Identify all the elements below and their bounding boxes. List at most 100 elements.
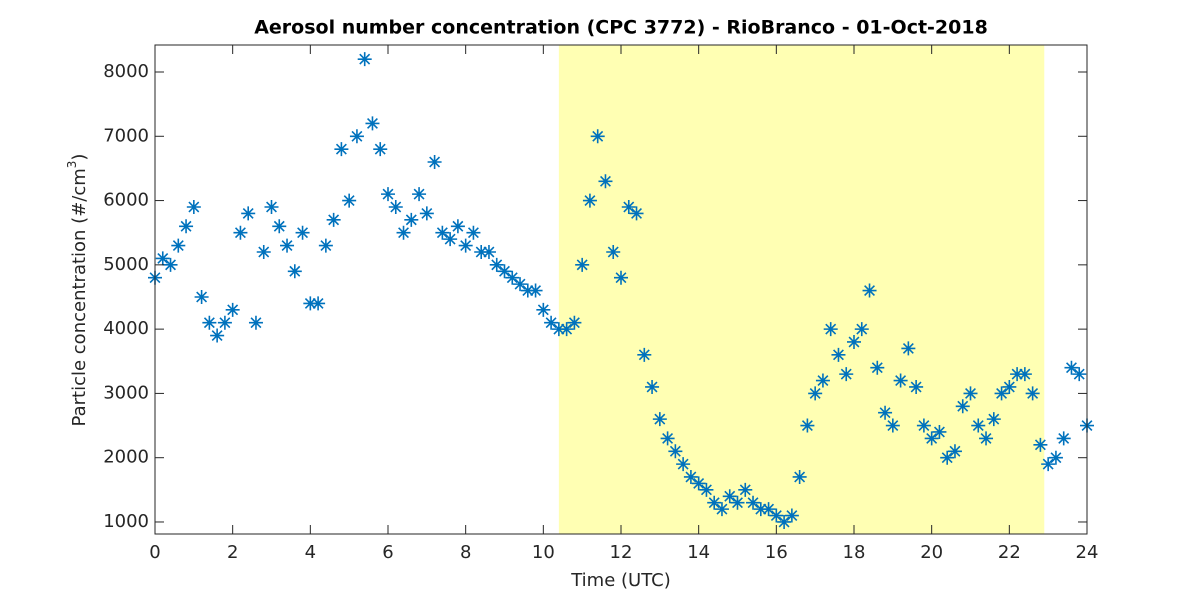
marker <box>839 367 854 382</box>
marker <box>179 219 194 234</box>
marker <box>551 322 566 337</box>
x-tick-label: 14 <box>687 542 710 563</box>
y-tick-label: 3000 <box>103 382 149 403</box>
marker <box>854 322 869 337</box>
marker <box>831 347 846 362</box>
marker <box>497 264 512 279</box>
x-tick-label: 24 <box>1076 542 1099 563</box>
marker <box>932 424 947 439</box>
marker <box>544 315 559 330</box>
marker <box>303 296 318 311</box>
marker <box>155 251 170 266</box>
x-tick-label: 12 <box>610 542 633 563</box>
marker <box>217 315 232 330</box>
marker <box>186 199 201 214</box>
marker <box>730 495 745 510</box>
marker <box>575 257 590 272</box>
marker <box>287 264 302 279</box>
marker <box>885 418 900 433</box>
marker <box>381 187 395 202</box>
marker <box>349 129 364 144</box>
marker <box>916 418 931 433</box>
marker <box>753 502 768 517</box>
marker <box>691 476 706 491</box>
marker <box>202 315 217 330</box>
marker <box>870 360 885 375</box>
marker <box>412 187 427 202</box>
marker <box>489 257 504 272</box>
marker <box>893 373 908 388</box>
marker <box>847 334 861 349</box>
marker <box>963 386 978 401</box>
marker <box>947 444 962 459</box>
marker <box>1048 450 1063 465</box>
marker <box>699 482 714 497</box>
x-tick-label: 22 <box>998 542 1021 563</box>
x-tick-label: 20 <box>920 542 943 563</box>
marker <box>458 238 473 253</box>
marker <box>1025 386 1040 401</box>
marker <box>994 386 1009 401</box>
marker <box>233 225 248 240</box>
y-axis-label-text: Particle concentration (#/cm <box>69 168 90 426</box>
marker <box>808 386 823 401</box>
marker <box>419 206 434 221</box>
marker <box>629 206 644 221</box>
marker <box>1072 367 1087 382</box>
marker <box>777 514 792 529</box>
marker <box>971 418 986 433</box>
marker <box>264 199 279 214</box>
x-axis-label: Time (UTC) <box>570 570 671 591</box>
marker <box>940 450 955 465</box>
marker <box>520 283 535 298</box>
marker <box>474 244 489 259</box>
marker <box>901 341 916 356</box>
marker <box>318 238 333 253</box>
marker <box>761 502 776 517</box>
marker <box>435 225 450 240</box>
marker <box>365 116 380 131</box>
marker <box>567 315 582 330</box>
marker <box>660 431 675 446</box>
marker <box>443 232 458 247</box>
marker <box>248 315 263 330</box>
marker <box>676 457 691 472</box>
marker <box>528 283 543 298</box>
marker <box>559 322 574 337</box>
marker <box>746 495 761 510</box>
marker <box>171 238 186 253</box>
marker <box>1010 367 1025 382</box>
marker <box>373 142 388 157</box>
y-tick-label: 7000 <box>103 125 149 146</box>
marker <box>909 379 924 394</box>
marker <box>241 206 256 221</box>
marker <box>590 129 605 144</box>
marker <box>668 444 683 459</box>
marker <box>505 270 520 285</box>
y-tick-label: 4000 <box>103 318 149 339</box>
marker <box>606 244 621 259</box>
marker <box>450 219 465 234</box>
marker <box>955 399 970 414</box>
marker <box>311 296 326 311</box>
chart-title: Aerosol number concentration (CPC 3772) … <box>254 17 988 39</box>
marker <box>683 469 698 484</box>
marker <box>792 469 807 484</box>
y-axis-label: Particle concentration (#/cm3) <box>65 154 91 427</box>
x-tick-label: 4 <box>305 542 316 563</box>
marker <box>404 212 419 227</box>
marker <box>652 412 667 427</box>
marker <box>582 193 597 208</box>
marker <box>862 283 877 298</box>
marker <box>614 270 628 285</box>
marker <box>1033 437 1048 452</box>
x-tick-label: 0 <box>149 542 160 563</box>
marker <box>645 379 660 394</box>
x-tick-label: 18 <box>843 542 866 563</box>
marker <box>722 489 737 504</box>
marker <box>621 199 636 214</box>
x-tick-label: 16 <box>765 542 788 563</box>
marker <box>481 244 496 259</box>
shaded-region <box>558 45 1045 534</box>
marker <box>256 244 271 259</box>
